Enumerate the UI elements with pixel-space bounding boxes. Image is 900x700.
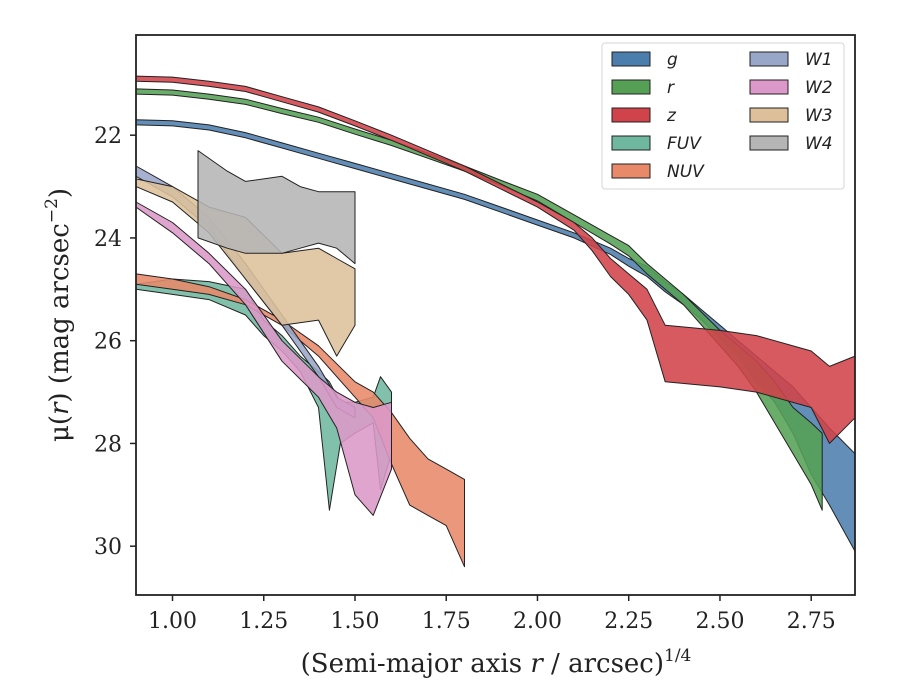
x-axis-label: (Semi-major axis r / arcsec)1/4 — [301, 646, 692, 679]
legend-swatch-w4 — [749, 135, 789, 151]
y-tick-label: 22 — [94, 124, 122, 149]
band-w2 — [135, 201, 392, 516]
x-tick-label: 2.00 — [513, 609, 562, 634]
legend-label-g: g — [667, 50, 678, 70]
y-tick-label: 24 — [94, 227, 122, 252]
legend-swatch-nuv — [611, 163, 651, 179]
legend-swatch-w1 — [749, 51, 789, 67]
legend-label-z: z — [666, 106, 677, 126]
legend-label-w2: W2 — [805, 78, 833, 98]
legend: grz FUV NUV W1 W2 W3 W4 — [601, 42, 845, 190]
x-axis-ticks: 1.00 1.25 1.50 1.75 2.00 2.25 2.50 2.75 — [148, 595, 836, 634]
legend-swatch-w2 — [749, 79, 789, 95]
x-tick-label: 1.00 — [148, 609, 197, 634]
x-tick-label: 1.50 — [330, 609, 379, 634]
legend-label-w1: W1 — [805, 50, 833, 70]
x-tick-label: 1.25 — [239, 609, 288, 634]
legend-swatch-g — [611, 51, 651, 67]
x-tick-label: 2.50 — [695, 609, 744, 634]
y-tick-label: 30 — [94, 535, 122, 560]
x-tick-label: 2.25 — [604, 609, 653, 634]
legend-swatch-w3 — [749, 107, 789, 123]
y-tick-label: 26 — [94, 330, 122, 355]
legend-label-nuv: NUV — [667, 162, 705, 182]
y-tick-label: 28 — [94, 432, 122, 457]
legend-label-fuv: FUV — [667, 134, 702, 154]
legend-label-w4: W4 — [805, 134, 833, 154]
legend-label-r: r — [667, 78, 675, 98]
legend-swatch-r — [611, 79, 651, 95]
band-w4 — [197, 150, 356, 265]
plot-frame — [135, 34, 856, 596]
legend-swatch-fuv — [611, 135, 651, 151]
band-layer — [135, 75, 856, 568]
x-tick-label: 2.75 — [787, 609, 836, 634]
legend-label-w3: W3 — [805, 106, 833, 126]
legend-swatch-z — [611, 107, 651, 123]
x-tick-label: 1.75 — [422, 609, 471, 634]
y-axis-label: μ(r) (mag arcsec−2) — [42, 188, 75, 442]
y-axis-ticks: 22 24 26 28 30 — [94, 124, 136, 560]
